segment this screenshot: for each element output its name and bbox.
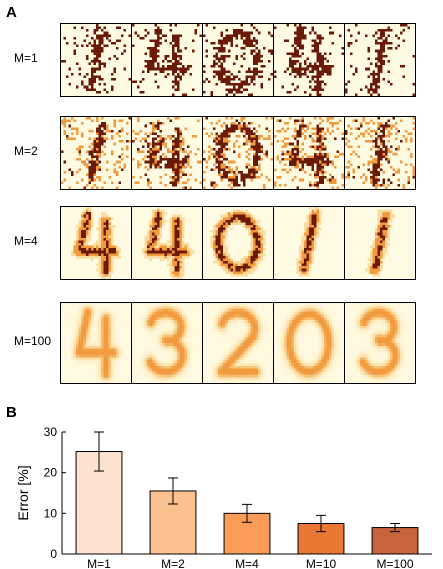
digit-sample-image (61, 24, 131, 96)
digit-sample-image (61, 207, 131, 279)
y-tick-label: 10 (44, 506, 58, 520)
digit-sample-tile (345, 303, 415, 383)
digit-sample-image (345, 117, 415, 189)
x-tick-label: M=2 (161, 557, 185, 569)
digit-sample-tile (203, 207, 274, 279)
digit-sample-tile (345, 117, 415, 189)
digit-sample-tile (61, 303, 132, 383)
panel-b-label: B (6, 404, 17, 421)
digit-sample-tile (61, 24, 132, 96)
digit-sample-tile (203, 24, 274, 96)
y-tick-label: 0 (50, 547, 57, 561)
digit-sample-image (132, 24, 202, 96)
sample-strip (60, 206, 416, 280)
digit-sample-image (61, 303, 131, 383)
digit-sample-tile (274, 303, 345, 383)
digit-sample-tile (203, 117, 274, 189)
sample-strip (60, 302, 416, 384)
x-tick-label: M=1 (87, 557, 111, 569)
y-tick-label: 30 (44, 425, 58, 439)
digit-sample-image (274, 117, 344, 189)
digit-sample-image (274, 303, 344, 383)
row-label: M=100 (14, 334, 52, 348)
digit-sample-image (132, 117, 202, 189)
digit-sample-image (345, 24, 415, 96)
sample-strip (60, 23, 416, 97)
digit-sample-image (274, 24, 344, 96)
digit-sample-image (203, 24, 273, 96)
row-label: M=4 (14, 234, 38, 248)
x-tick-label: M=100 (376, 557, 413, 569)
x-tick-label: M=10 (306, 557, 337, 569)
digit-sample-tile (274, 207, 345, 279)
error-bar-chart: 0 10 20 30 Error [%] M=1 M=2 M=4 M=10 M=100 (15, 425, 432, 569)
digit-sample-tile (132, 117, 203, 189)
digit-sample-tile (203, 303, 274, 383)
digit-sample-tile (132, 303, 203, 383)
digit-sample-tile (132, 207, 203, 279)
y-tick-label: 20 (44, 466, 58, 480)
digit-sample-image (132, 207, 202, 279)
digit-sample-tile (61, 117, 132, 189)
digit-sample-image (203, 117, 273, 189)
digit-sample-image (203, 303, 273, 383)
digit-sample-image (132, 303, 202, 383)
row-label: M=2 (14, 144, 38, 158)
sample-strip (60, 116, 416, 190)
x-tick-label: M=4 (235, 557, 259, 569)
digit-sample-tile (274, 24, 345, 96)
digit-sample-tile (345, 207, 415, 279)
digit-sample-image (203, 207, 273, 279)
y-axis-label: Error [%] (15, 465, 31, 520)
panel-a-label: A (6, 4, 17, 21)
digit-sample-image (345, 207, 415, 279)
digit-sample-tile (61, 207, 132, 279)
digit-sample-tile (132, 24, 203, 96)
digit-sample-tile (345, 24, 415, 96)
digit-sample-image (345, 303, 415, 383)
row-label: M=1 (14, 51, 38, 65)
digit-sample-image (274, 207, 344, 279)
digit-sample-image (61, 117, 131, 189)
digit-sample-tile (274, 117, 345, 189)
